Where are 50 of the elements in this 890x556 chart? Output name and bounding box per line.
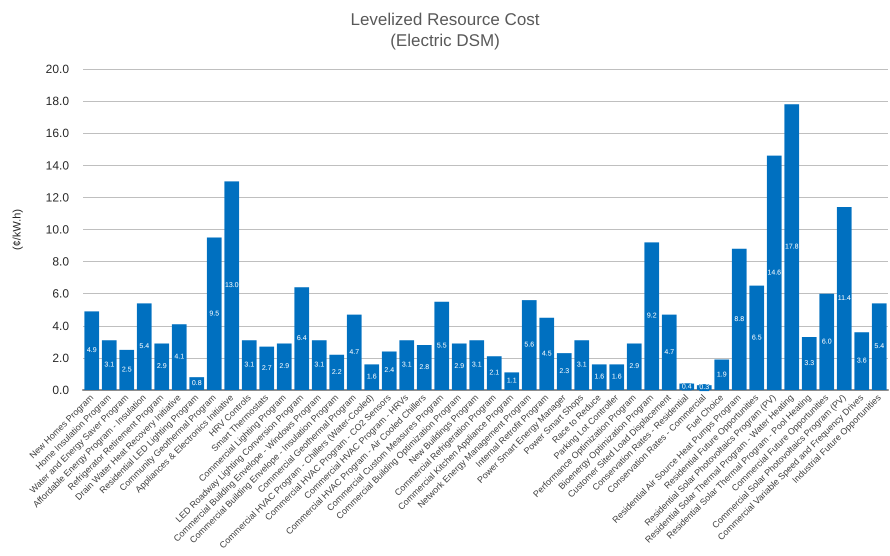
bar: [784, 104, 800, 390]
y-tick-label: 20.0: [46, 62, 70, 76]
y-tick-label: 18.0: [46, 94, 70, 108]
bar: [872, 303, 887, 390]
bar: [766, 156, 782, 390]
y-tick-label: 14.0: [46, 158, 70, 172]
bar: [452, 343, 467, 390]
bar: [242, 340, 257, 390]
bar: [224, 181, 240, 390]
bar: [522, 300, 537, 390]
bar: [312, 340, 327, 390]
bar: [399, 340, 414, 390]
bar: [136, 303, 152, 390]
bar: [84, 311, 100, 390]
bar: [119, 350, 134, 390]
bar: [276, 343, 292, 390]
y-tick-label: 10.0: [46, 222, 70, 236]
bar: [434, 302, 450, 390]
bar: [206, 238, 222, 390]
y-tick-label: 8.0: [52, 254, 70, 269]
bar: [802, 337, 817, 390]
bar: [732, 248, 747, 390]
bar: [819, 294, 834, 390]
bar: [626, 343, 642, 390]
bar: [259, 346, 274, 390]
bar: [294, 287, 310, 390]
bar: [154, 343, 170, 390]
bar: [836, 207, 852, 390]
bar: [539, 318, 554, 390]
y-axis-title: (¢/kW.h): [12, 209, 24, 250]
bar: [346, 314, 362, 390]
bar: [102, 340, 117, 390]
bar: [172, 324, 187, 390]
bar: [469, 340, 484, 390]
bar: [662, 314, 677, 390]
bar: [854, 332, 870, 390]
y-tick-label: 16.0: [46, 126, 70, 140]
bar: [749, 286, 764, 390]
chart-title: Levelized Resource Cost (Electric DSM): [350, 10, 540, 50]
bar: [574, 340, 590, 390]
bar: [329, 354, 344, 390]
bar: [644, 242, 660, 390]
bar: [382, 351, 397, 390]
bar: [416, 345, 432, 390]
y-tick-label: 6.0: [52, 286, 70, 301]
y-tick-label: 0.0: [52, 383, 70, 397]
y-tick-label: 2.0: [52, 350, 70, 365]
y-tick-label: 4.0: [52, 318, 70, 333]
y-tick-label: 12.0: [46, 190, 70, 204]
bar: [556, 353, 572, 390]
